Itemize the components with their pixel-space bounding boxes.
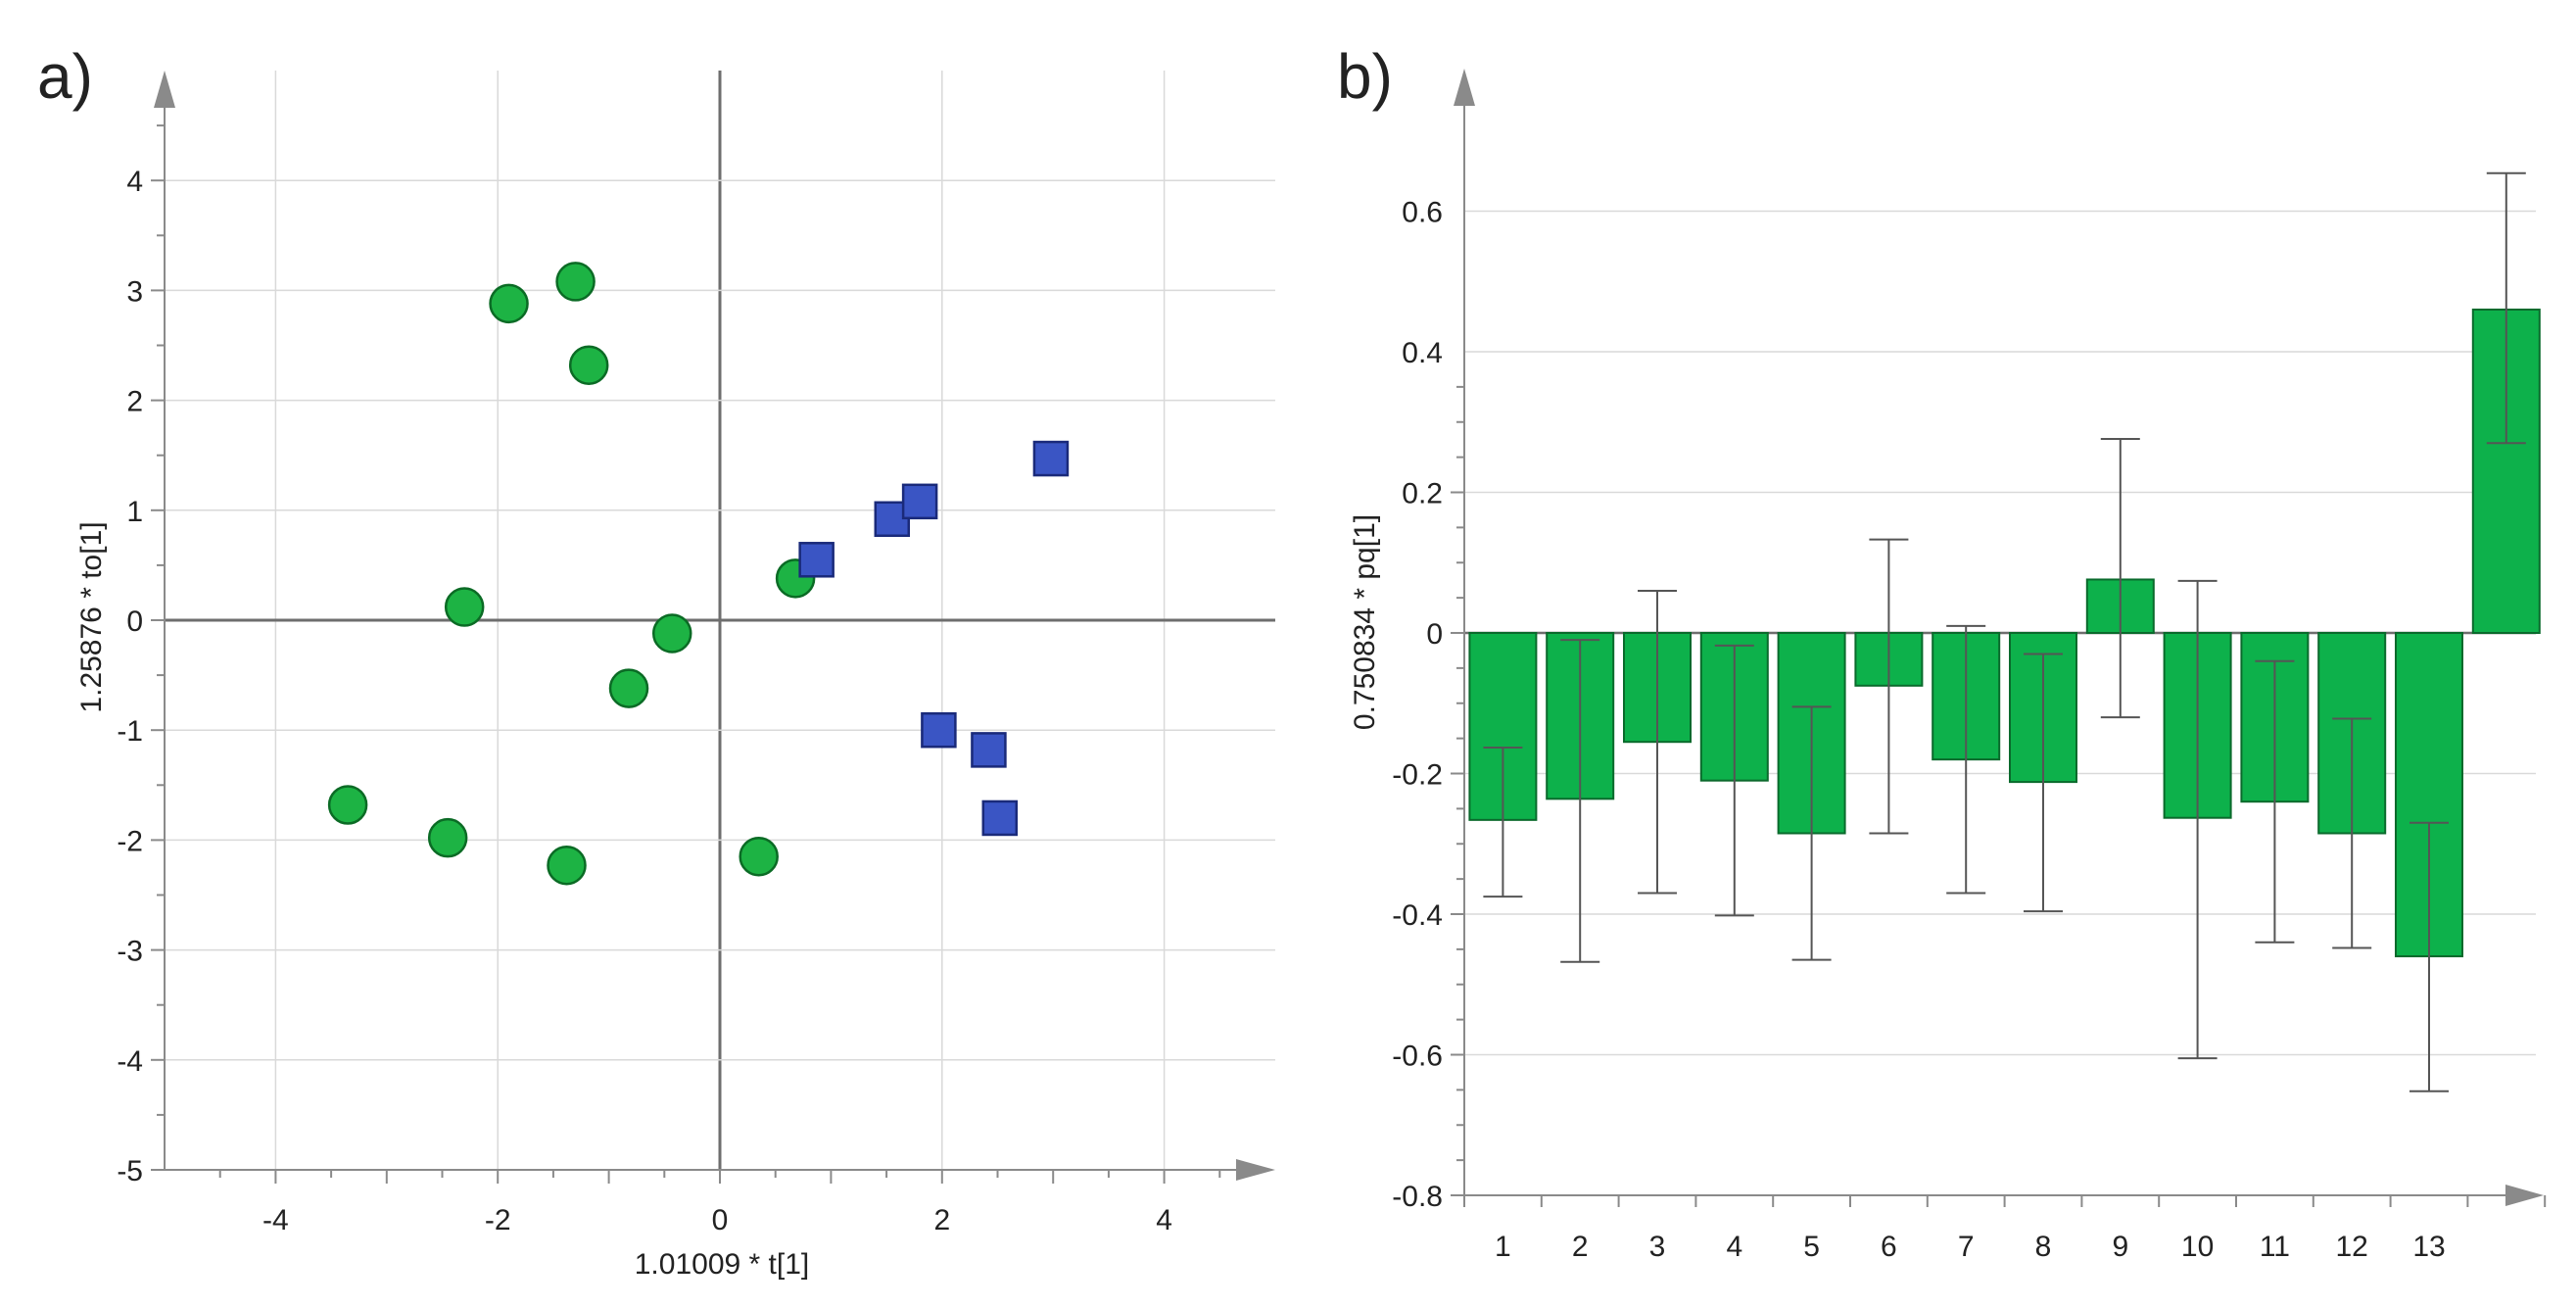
scatter-x-axis-arrow — [1236, 1159, 1275, 1181]
bar-x-tick-label: 12 — [2336, 1231, 2368, 1263]
scatter-point-circle — [427, 817, 468, 858]
bar-x-tick-label: 1 — [1495, 1231, 1511, 1263]
scatter-x-tick-label: 2 — [933, 1204, 950, 1236]
bar-x-tick-label: 5 — [1803, 1231, 1820, 1263]
scatter-panel: 4 3 2 1 0 -1 -2 -3 -4 -5 -4 -2 0 2 4 a) 1.01009 * t[1]… — [37, 41, 1275, 1281]
bar-x-tick-label: 3 — [1649, 1231, 1666, 1263]
scatter-y-axis-arrow — [154, 71, 175, 108]
bar-y-tick-label: -0.8 — [1392, 1181, 1443, 1213]
scatter-point-circle — [651, 613, 692, 654]
scatter-point-square — [1032, 440, 1070, 477]
scatter-y-tick-label: -3 — [117, 936, 143, 968]
bar-y-axis-title: 0.750834 * pq[1] — [1349, 514, 1381, 730]
bar-x-tick-label: 7 — [1958, 1231, 1975, 1263]
scatter-point-circle — [608, 668, 649, 708]
scatter-point-circle — [444, 587, 485, 627]
bar-y-tick-label: -0.4 — [1392, 899, 1443, 932]
scatter-x-tick-label: -2 — [485, 1204, 511, 1236]
scatter-point-circle — [555, 262, 596, 302]
scatter-x-axis-title: 1.01009 * t[1] — [635, 1248, 809, 1281]
bar-y-tick-label: -0.6 — [1392, 1041, 1443, 1073]
scatter-x-tick-label: 0 — [712, 1204, 729, 1236]
scatter-y-tick-label: 4 — [126, 166, 143, 198]
scatter-y-tick-label: 2 — [126, 386, 143, 418]
scatter-y-tick-label: -5 — [117, 1155, 143, 1187]
scatter-y-axis-title: 1.25876 * to[1] — [75, 521, 108, 712]
bar-x-tick-label: 6 — [1881, 1231, 1897, 1263]
scatter-y-tick-label: 3 — [126, 275, 143, 308]
bar-x-tick-label: 11 — [2260, 1231, 2290, 1263]
bar-panel-label: b) — [1337, 41, 1393, 112]
bar-y-tick-label: -0.2 — [1392, 759, 1443, 792]
scatter-point-square — [981, 799, 1019, 837]
scatter-point-circle — [489, 283, 529, 324]
bar-x-tick-label: 2 — [1572, 1231, 1589, 1263]
scatter-point-circle — [568, 345, 609, 385]
bar-x-tick-label: 13 — [2412, 1231, 2445, 1263]
bar-x-tick-label: 4 — [1726, 1231, 1742, 1263]
scatter-point-square — [971, 732, 1007, 768]
scatter-y-tick-label: -1 — [117, 715, 143, 748]
bar-x-tick-label: 8 — [2035, 1231, 2052, 1263]
bar-x-axis-arrow — [2505, 1185, 2544, 1206]
scatter-y-tick-label: 1 — [126, 496, 143, 528]
scatter-y-tick-label: -4 — [117, 1045, 143, 1078]
scatter-point-square — [901, 483, 938, 520]
bar-x-tick-label: 9 — [2112, 1231, 2128, 1263]
scatter-point-circle — [327, 785, 368, 825]
scatter-point-circle — [547, 845, 587, 886]
bar-y-tick-label: 0 — [1426, 618, 1443, 651]
bar-x-tick-label: 10 — [2181, 1231, 2214, 1263]
bar-panel: 0.60.40.20-0.2-0.4-0.6-0.81 2 3 4 5 6 7 8 9 10 11 1… — [1337, 41, 2547, 1263]
scatter-x-tick-label: 4 — [1156, 1204, 1172, 1236]
bar-y-tick-label: 0.6 — [1402, 197, 1443, 229]
bar-y-axis-arrow — [1454, 69, 1475, 106]
scatter-point-square — [921, 711, 957, 749]
scatter-y-tick-label: -2 — [117, 825, 143, 857]
scatter-point-circle — [739, 836, 779, 877]
bar-y-tick-label: 0.2 — [1402, 478, 1443, 510]
scatter-panel-label: a) — [37, 41, 93, 112]
scatter-x-tick-label: -4 — [262, 1204, 289, 1236]
scatter-point-square — [798, 542, 835, 578]
scatter-y-tick-label: 0 — [126, 606, 143, 638]
bar-y-tick-label: 0.4 — [1402, 337, 1443, 369]
